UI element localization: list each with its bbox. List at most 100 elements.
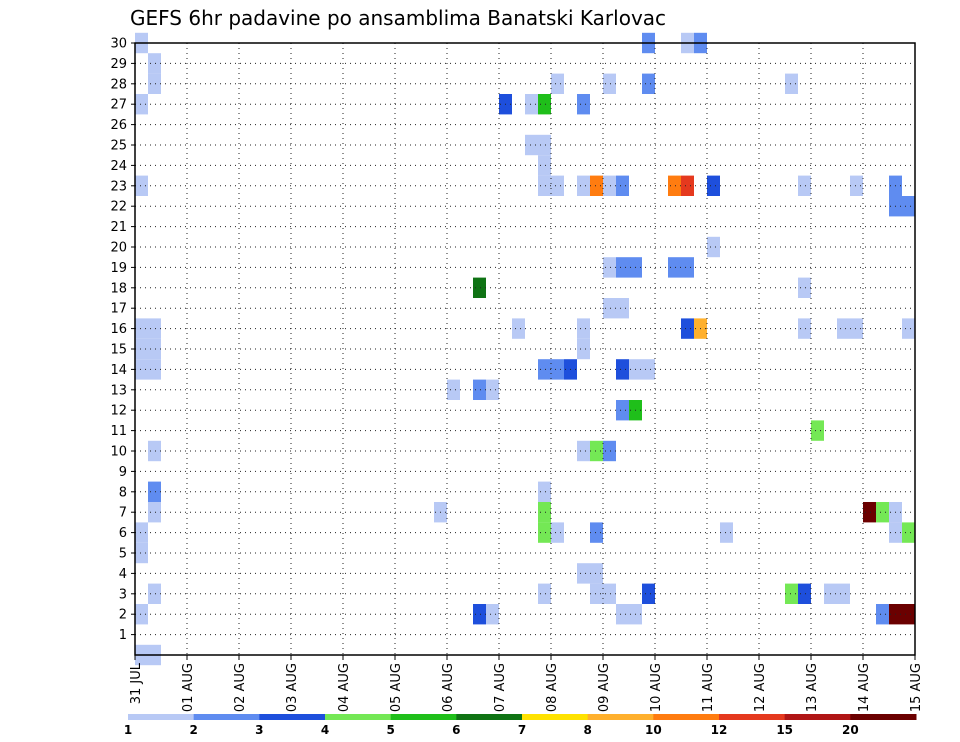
x-tick-label: 08 AUG — [545, 663, 560, 712]
heatmap-cell — [811, 420, 824, 441]
heatmap-cell — [577, 440, 590, 462]
y-tick-label: 27 — [110, 98, 127, 113]
heatmap-cell — [577, 94, 590, 115]
heatmap-cell — [473, 379, 486, 400]
heatmap-cell — [902, 318, 915, 339]
heatmap-cell — [148, 481, 161, 502]
heatmap-cell — [603, 440, 616, 462]
legend-label: 12 — [711, 723, 728, 737]
legend-swatch — [456, 714, 523, 720]
x-tick-label: 02 AUG — [233, 663, 248, 712]
heatmap-cell — [447, 379, 460, 400]
x-tick-label: 04 AUG — [337, 663, 352, 712]
y-tick-label: 12 — [110, 404, 127, 419]
x-tick-label: 11 AUG — [701, 663, 716, 712]
heatmap-cell — [876, 604, 889, 625]
legend-label: 10 — [645, 723, 662, 737]
legend-label: 7 — [518, 723, 526, 737]
heatmap-cell — [798, 175, 811, 196]
y-tick-label: 8 — [119, 485, 127, 500]
heatmap-cell — [135, 338, 148, 360]
legend-swatch — [784, 714, 851, 720]
x-tick-label: 05 AUG — [389, 663, 404, 712]
heatmap-cell — [603, 175, 616, 196]
y-tick-label: 29 — [110, 57, 127, 72]
y-tick-label: 30 — [110, 37, 127, 52]
y-tick-label: 16 — [110, 322, 127, 337]
y-tick-label: 25 — [110, 139, 127, 154]
heatmap-cell — [486, 604, 499, 625]
heatmap-cell — [668, 257, 681, 278]
legend-label: 2 — [189, 723, 197, 737]
y-tick-label: 5 — [119, 547, 127, 562]
heatmap-cell — [525, 94, 538, 115]
x-axis: 31 JUL 01 AUG 02 AUG 03 AUG 04 AUG 05 AUG 06 A… — [129, 655, 924, 712]
heatmap-cell — [135, 522, 148, 543]
heatmap-cell — [551, 73, 564, 94]
heatmap-cell — [577, 318, 590, 339]
grid-lines — [135, 43, 915, 655]
legend-swatch — [587, 714, 654, 720]
y-tick-label: 10 — [110, 445, 127, 460]
x-tick-label: 03 AUG — [285, 663, 300, 712]
heatmap-cell — [538, 359, 551, 380]
color-legend: 1 2 3 4 5 6 7 8 10 12 15 20 — [124, 714, 917, 737]
heatmap-cell — [551, 522, 564, 543]
legend-swatch — [390, 714, 457, 720]
y-tick-label: 2 — [119, 608, 127, 623]
heatmap-cell — [707, 175, 720, 196]
heatmap-cell — [538, 94, 551, 115]
heatmap-cell — [642, 359, 655, 380]
y-tick-label: 11 — [110, 424, 127, 439]
y-tick-label: 22 — [110, 200, 127, 215]
heatmap-cell — [590, 440, 603, 462]
y-tick-label: 18 — [110, 281, 127, 296]
legend-swatch — [653, 714, 720, 720]
heatmap-cell — [577, 338, 590, 360]
heatmap-cell — [135, 175, 148, 196]
heatmap-cell — [902, 196, 915, 217]
heatmap-cell — [603, 73, 616, 94]
heatmap-cell — [538, 155, 551, 176]
x-tick-label: 06 AUG — [441, 663, 456, 712]
x-tick-label: 31 JUL — [129, 662, 144, 704]
y-tick-label: 4 — [119, 567, 127, 582]
heatmap-cell — [135, 359, 148, 380]
legend-label: 8 — [583, 723, 591, 737]
heatmap-cell — [603, 298, 616, 319]
x-tick-label: 07 AUG — [493, 663, 508, 712]
heatmap-cell — [707, 236, 720, 258]
x-tick-label: 13 AUG — [805, 663, 820, 712]
heatmap-cell — [577, 175, 590, 196]
heatmap-cell — [590, 563, 603, 584]
heatmap-cell — [473, 277, 486, 298]
legend-swatch — [719, 714, 786, 720]
legend-swatch — [325, 714, 392, 720]
heatmap-cell — [590, 522, 603, 543]
heatmap-cell — [837, 318, 850, 339]
heatmap-cell — [616, 298, 629, 319]
heatmap-cell — [785, 583, 798, 604]
heatmap-cell — [538, 583, 551, 604]
y-tick-label: 23 — [110, 179, 127, 194]
heatmap-cell — [902, 522, 915, 543]
heatmap-cell — [616, 604, 629, 625]
x-tick-label: 12 AUG — [753, 663, 768, 712]
heatmap-cell — [590, 175, 603, 196]
y-tick-label: 14 — [110, 363, 127, 378]
y-tick-label: 17 — [110, 302, 127, 317]
heatmap-cell — [603, 583, 616, 604]
heatmap-cell — [538, 502, 551, 523]
heatmap-cell — [135, 604, 148, 625]
heatmap-cell — [616, 257, 629, 278]
heatmap-cell — [837, 583, 850, 604]
heatmap-cell — [902, 604, 915, 625]
legend-swatch — [850, 714, 917, 720]
legend-label: 5 — [386, 723, 394, 737]
legend-swatch — [522, 714, 589, 720]
heatmap-cell — [538, 175, 551, 196]
heatmap-cell — [863, 502, 876, 523]
legend-label: 20 — [842, 723, 859, 737]
heatmap-cell — [850, 318, 863, 339]
heatmap-cell — [785, 73, 798, 94]
